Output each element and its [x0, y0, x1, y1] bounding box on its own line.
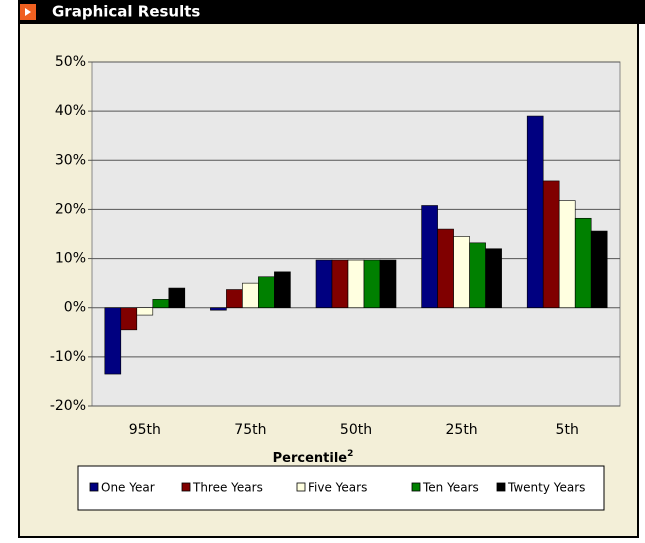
bar: [152, 299, 170, 309]
legend-swatch: [411, 482, 421, 492]
header-bar: [19, 0, 645, 24]
y-tick-label: 50%: [55, 54, 86, 70]
bar: [363, 259, 381, 309]
bar: [453, 236, 470, 309]
y-tick-label: 40%: [55, 103, 86, 119]
bar: [210, 307, 227, 311]
x-tick-label: 5th: [556, 422, 579, 438]
bar: [542, 180, 560, 309]
bar: [574, 217, 592, 309]
x-tick-label: 75th: [234, 422, 266, 438]
bar: [558, 200, 576, 309]
bar: [437, 228, 454, 309]
bar: [526, 115, 544, 309]
bar: [469, 242, 486, 309]
y-tick-label: 10%: [55, 251, 86, 267]
legend-label: Twenty Years: [507, 481, 585, 495]
legend-label: One Year: [101, 481, 155, 495]
y-tick-label: -10%: [50, 349, 86, 365]
x-tick-label: 25th: [446, 422, 478, 438]
bar: [104, 307, 122, 375]
legend-label: Three Years: [192, 481, 263, 495]
bar: [242, 282, 259, 309]
x-axis-title-superscript: 2: [347, 449, 353, 459]
bar: [331, 259, 349, 309]
bar: [421, 205, 438, 309]
y-tick-label: -20%: [50, 398, 86, 414]
header-icon-arrow: [25, 8, 31, 16]
y-tick-label: 0%: [64, 300, 86, 316]
legend-swatch: [296, 482, 306, 492]
bar: [347, 259, 365, 309]
bar: [136, 307, 154, 316]
bar: [258, 276, 275, 309]
bar: [226, 289, 243, 309]
bar: [274, 271, 291, 309]
y-tick-label: 30%: [55, 152, 86, 168]
x-tick-label: 50th: [340, 422, 372, 438]
bar: [168, 287, 186, 309]
bar: [590, 230, 608, 309]
x-axis-title-text: Percentile: [273, 451, 348, 466]
bar: [485, 248, 502, 309]
legend-label: Ten Years: [422, 481, 479, 495]
y-tick-label: 20%: [55, 201, 86, 217]
legend: [77, 465, 605, 511]
legend-swatch: [181, 482, 191, 492]
bar: [379, 259, 397, 309]
x-axis-title: Percentile2: [273, 449, 354, 466]
legend-label: Five Years: [308, 481, 367, 495]
header-title: Graphical Results: [52, 3, 200, 21]
legend-swatch: [496, 482, 506, 492]
legend-swatch: [89, 482, 99, 492]
x-tick-label: 95th: [129, 422, 161, 438]
bar: [120, 307, 138, 331]
bar: [315, 259, 333, 309]
